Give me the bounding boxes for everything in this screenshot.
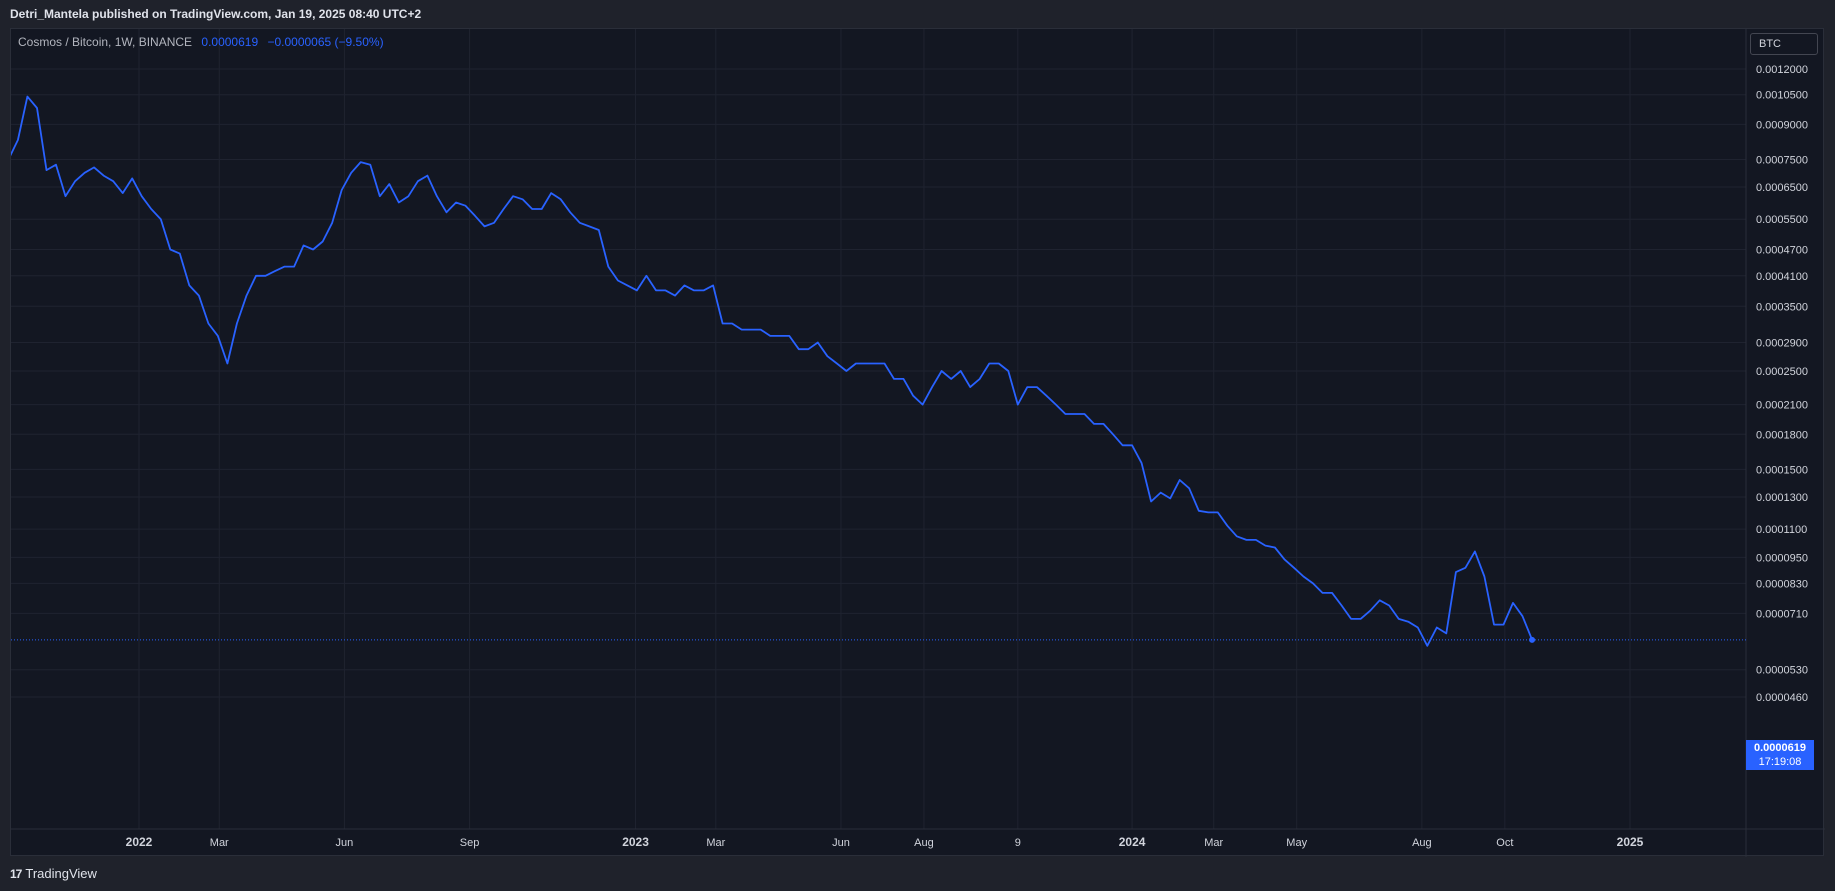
currency-button[interactable]: BTC xyxy=(1750,33,1818,55)
bar-countdown: 17:19:08 xyxy=(1758,756,1802,768)
y-tick-label: 0.0012000 xyxy=(1756,64,1808,76)
y-tick-label: 0.0007500 xyxy=(1756,155,1808,167)
y-tick-label: 0.0001100 xyxy=(1756,524,1807,536)
y-tick-label: 0.0002500 xyxy=(1756,366,1808,378)
tradingview-logo-icon: 17 xyxy=(10,867,22,881)
y-tick-label: 0.0000830 xyxy=(1756,578,1808,590)
published-text: Detri_Mantela published on TradingView.c… xyxy=(10,7,422,21)
footer-brand[interactable]: 17 TradingView xyxy=(10,864,97,884)
y-tick-label: 0.0000460 xyxy=(1756,692,1808,704)
chart-legend: Cosmos / Bitcoin, 1W, BINANCE 0.0000619 … xyxy=(18,34,384,50)
x-tick-label: Mar xyxy=(1204,837,1223,849)
y-tick-label: 0.0002900 xyxy=(1756,337,1808,349)
y-tick-label: 0.0001800 xyxy=(1756,429,1808,441)
y-tick-label: 0.0003500 xyxy=(1756,301,1808,313)
x-tick-label: 2023 xyxy=(622,835,649,849)
legend-symbol: Cosmos / Bitcoin, 1W, BINANCE xyxy=(18,35,193,49)
price-line xyxy=(11,95,1533,647)
last-price-tag: 0.0000619 17:19:08 xyxy=(1746,740,1814,770)
y-tick-label: 0.0000530 xyxy=(1756,665,1808,677)
x-tick-label: Sep xyxy=(460,837,480,849)
x-tick-label: Aug xyxy=(914,837,934,849)
x-tick-label: Jun xyxy=(832,837,850,849)
y-tick-label: 0.0005500 xyxy=(1756,214,1808,226)
tradingview-brand: TradingView xyxy=(25,866,97,881)
x-tick-label: Aug xyxy=(1412,837,1432,849)
published-header: Detri_Mantela published on TradingView.c… xyxy=(0,0,1835,28)
y-tick-label: 0.0001500 xyxy=(1756,464,1808,476)
x-tick-label: Jun xyxy=(336,837,354,849)
y-tick-label: 0.0004100 xyxy=(1756,271,1808,283)
x-tick-label: 9 xyxy=(1015,837,1021,849)
x-tick-label: 2024 xyxy=(1119,835,1146,849)
y-tick-label: 0.0002100 xyxy=(1756,400,1808,412)
x-tick-label: Oct xyxy=(1496,837,1513,849)
price-chart[interactable]: 0.0012000 0.0010500 0.0009000 0.0007500 0.00… xyxy=(11,29,1825,857)
chart-frame[interactable]: 0.0012000 0.0010500 0.0009000 0.0007500 0.00… xyxy=(10,28,1825,857)
x-tick-label: May xyxy=(1286,837,1307,849)
y-tick-label: 0.0004700 xyxy=(1756,244,1808,256)
y-tick-label: 0.0009000 xyxy=(1756,119,1808,131)
last-price-value: 0.0000619 xyxy=(1754,742,1806,754)
legend-price: 0.0000619 xyxy=(201,35,259,49)
last-price-dot xyxy=(1529,636,1536,643)
y-tick-label: 0.0000950 xyxy=(1756,552,1808,564)
x-tick-label: 2025 xyxy=(1617,835,1644,849)
x-tick-label: 2022 xyxy=(126,835,153,849)
y-tick-label: 0.0000710 xyxy=(1756,608,1808,620)
y-tick-label: 0.0001300 xyxy=(1756,492,1808,504)
y-tick-label: 0.0006500 xyxy=(1756,182,1808,194)
x-tick-label: Mar xyxy=(210,837,229,849)
legend-change: −0.0000065 (−9.50%) xyxy=(267,35,384,49)
x-tick-label: Mar xyxy=(706,837,725,849)
y-tick-label: 0.0010500 xyxy=(1756,90,1808,102)
